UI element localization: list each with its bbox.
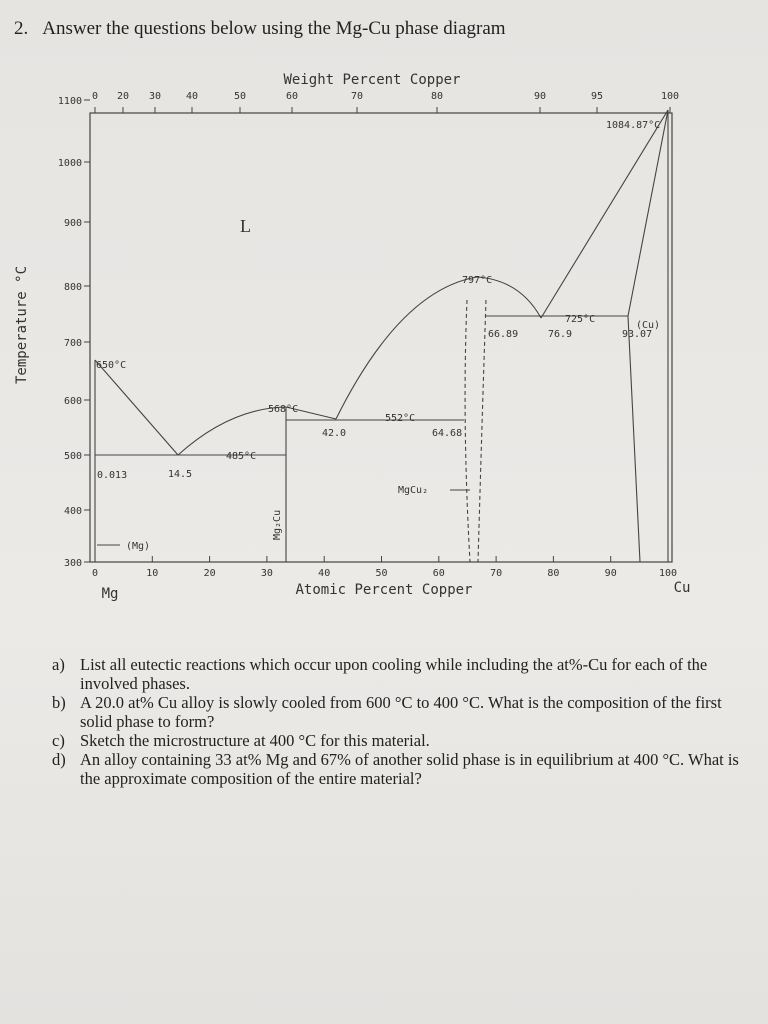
axis-title: Temperature °C [14,266,30,384]
part-letter: c) [52,731,65,750]
diagram-label: MgCu₂ [398,485,428,496]
top-tick-label: 40 [186,91,198,102]
question-part: d) An alloy containing 33 at% Mg and 67% … [52,750,752,788]
bottom-tick-label: 0 [92,568,98,579]
top-tick-label: 90 [534,91,546,102]
bottom-tick-label: 80 [547,568,559,579]
axis-title: Weight Percent Copper [283,72,460,88]
compound-range [464,299,487,563]
left-tick-label: 1000 [58,158,82,169]
bottom-tick-label: 30 [261,568,273,579]
diagram-label: 485°C [226,451,256,462]
part-letter: b) [52,693,66,712]
part-text: Sketch the microstructure at 400 °C for … [80,731,430,750]
top-tick-label: 60 [286,91,298,102]
element-label: Cu [674,580,691,596]
bottom-tick-label: 60 [433,568,445,579]
left-tick-label: 1100 [58,96,82,107]
plot-frame [89,112,673,563]
diagram-label: L [240,216,251,236]
part-letter: d) [52,750,66,769]
diagram-label: 93.07 [622,329,652,340]
question-text: Answer the questions below using the Mg-… [42,18,506,39]
diagram-label: Mg₂Cu [272,510,283,540]
bottom-tick-label: 20 [204,568,216,579]
left-tick-label: 900 [64,218,82,229]
axis-title: Atomic Percent Copper [295,582,472,598]
liquidus [540,109,669,319]
phase-lines [94,109,669,563]
question: 2. Answer the questions below using the M… [14,18,520,40]
liquidus [94,359,179,456]
bottom-tick-label: 70 [490,568,502,579]
top-tick-label: 0 [92,91,98,102]
diagram-label: (Mg) [126,541,150,552]
diagram-label: 725°C [565,314,595,325]
diagram-label: 0.013 [97,470,127,481]
top-tick-label: 70 [351,91,363,102]
left-tick-label: 800 [64,282,82,293]
diagram-label: 64.68 [432,428,462,439]
question-part: b) A 20.0 at% Cu alloy is slowly cooled f… [52,693,752,731]
top-tick-label: 50 [234,91,246,102]
liquidus [335,276,542,420]
part-letter: a) [52,655,65,674]
diagram-label: (Cu) [636,320,660,331]
diagram-label: 66.89 [488,329,518,340]
phase-diagram: 0 20 30 40 50 60 70 80 90 95 100110010009008007006… [14,72,691,602]
bottom-tick-label: 90 [605,568,617,579]
diagram-label: 14.5 [168,469,192,480]
question-number: 2. [14,18,29,39]
part-text: A 20.0 at% Cu alloy is slowly cooled fro… [80,693,722,731]
left-tick-label: 600 [64,396,82,407]
questions: a) List all eutectic reactions which occu… [52,655,752,788]
diagram-label: 552°C [385,413,415,424]
arrow [97,489,470,546]
diagram-label: 1084.87°C [606,120,660,131]
liquidus [285,406,337,420]
left-tick-label: 400 [64,506,82,517]
question-part: c) Sketch the microstructure at 400 °C fo… [52,731,752,750]
left-tick-label: 700 [64,338,82,349]
diagram-label: 76.9 [548,329,572,340]
element-label: Mg [102,586,119,602]
diagram-label: 650°C [96,360,126,371]
diagram-label: 797°C [462,275,492,286]
top-tick-label: 30 [149,91,161,102]
bottom-tick-label: 40 [318,568,330,579]
bottom-tick-label: 100 [659,568,677,579]
part-text: List all eutectic reactions which occur … [80,655,708,693]
diagram-label: 568°C [268,404,298,415]
top-tick-label: 80 [431,91,443,102]
top-tick-label: 20 [117,91,129,102]
liquidus [177,406,287,456]
bottom-tick-label: 50 [375,568,387,579]
top-tick-label: 95 [591,91,603,102]
bottom-tick-label: 10 [146,568,158,579]
diagram-label: 42.0 [322,428,346,439]
part-text: An alloy containing 33 at% Mg and 67% of… [80,750,739,788]
top-tick-label: 100 [661,91,679,102]
left-tick-label: 500 [64,451,82,462]
question-part: a) List all eutectic reactions which occu… [52,655,752,693]
left-tick-label: 300 [64,558,82,569]
